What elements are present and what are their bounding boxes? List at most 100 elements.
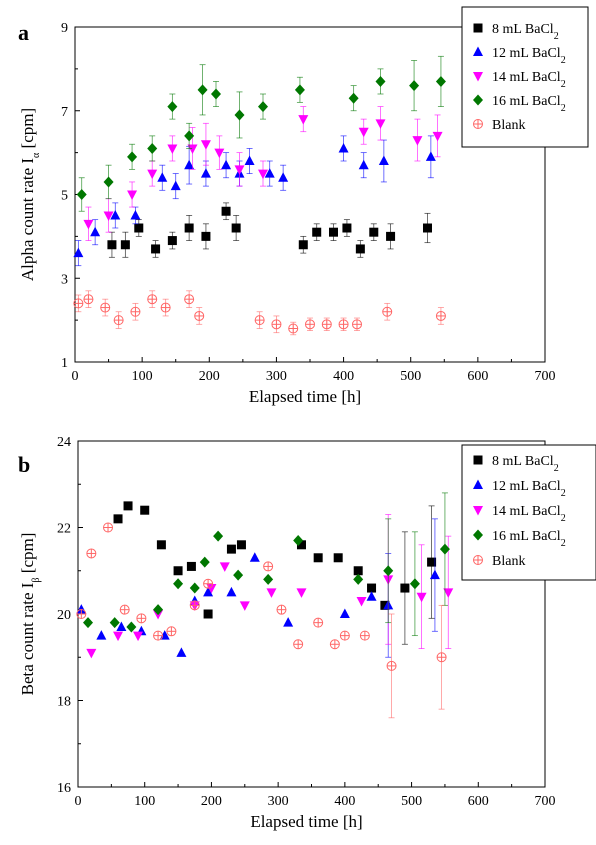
y-tick-label: 1: [61, 356, 68, 371]
data-point: [258, 101, 268, 113]
data-point: [432, 131, 443, 142]
data-point: [211, 88, 221, 100]
data-point: [167, 144, 178, 154]
data-point: [348, 92, 359, 104]
data-point: [425, 151, 436, 161]
series-triangle-up: [73, 135, 436, 267]
data-point: [130, 306, 141, 317]
x-tick-label: 0: [75, 794, 82, 809]
data-point: [366, 591, 377, 601]
data-point: [263, 573, 274, 585]
data-point: [429, 569, 440, 580]
legend-marker: [473, 119, 483, 129]
data-point: [236, 540, 246, 550]
data-point: [160, 302, 171, 313]
data-point: [103, 522, 114, 533]
legend-marker: [473, 455, 483, 465]
legend-item: 8 mL BaCl2: [473, 22, 559, 42]
y-tick-label: 20: [57, 608, 71, 623]
x-tick-label: 500: [401, 794, 422, 809]
series-triangle-up: [76, 518, 440, 658]
data-point: [409, 80, 420, 92]
data-point: [226, 586, 237, 597]
legend-label: 8 mL BaCl2: [492, 22, 559, 42]
data-point: [244, 155, 255, 165]
x-tick-label: 700: [535, 794, 556, 809]
data-point: [221, 159, 232, 170]
data-point: [386, 660, 397, 671]
x-tick-label: 200: [199, 369, 220, 384]
data-point: [329, 639, 340, 650]
data-point: [264, 168, 275, 178]
data-point: [186, 561, 196, 571]
data-point: [313, 553, 323, 563]
data-point: [76, 189, 87, 200]
data-point: [103, 176, 114, 188]
data-point: [147, 142, 158, 154]
legend-label: 14 mL BaCl2: [492, 504, 566, 524]
data-point: [338, 319, 349, 330]
data-point: [416, 592, 427, 603]
data-point: [107, 240, 117, 250]
legend-marker: [473, 506, 483, 516]
data-point: [86, 648, 97, 659]
data-point: [96, 630, 107, 640]
data-point: [120, 240, 130, 250]
series-circle-cross: [73, 290, 446, 336]
data-point: [76, 609, 87, 619]
data-point: [127, 190, 138, 200]
data-point: [375, 119, 386, 129]
data-point: [219, 562, 230, 572]
legend-label: 8 mL BaCl2: [492, 454, 559, 474]
data-point: [184, 294, 195, 305]
legend-box: [461, 444, 596, 581]
data-point: [358, 127, 369, 138]
data-point: [113, 514, 123, 524]
x-tick-label: 600: [467, 369, 488, 384]
data-point: [254, 315, 265, 326]
data-point: [199, 556, 210, 568]
data-point: [427, 557, 437, 567]
data-point: [439, 543, 450, 555]
x-tick-label: 0: [72, 369, 79, 384]
data-point: [353, 566, 363, 576]
legend-box: [461, 6, 589, 148]
data-point: [436, 652, 447, 663]
data-point: [157, 172, 168, 182]
legend-item: Blank: [473, 118, 525, 133]
data-point: [90, 226, 101, 237]
x-tick-label: 100: [132, 369, 153, 384]
data-point: [133, 631, 144, 642]
legend-label: 12 mL BaCl2: [492, 479, 566, 499]
data-point: [313, 617, 324, 628]
data-point: [283, 617, 294, 627]
data-point: [203, 586, 214, 597]
data-point: [342, 223, 352, 233]
legend-marker: [473, 555, 483, 565]
data-point: [200, 140, 211, 150]
legend-item: 12 mL BaCl2: [473, 479, 566, 499]
data-point: [339, 630, 350, 641]
data-point: [221, 206, 231, 216]
data-point: [383, 565, 394, 577]
data-point: [184, 223, 194, 233]
chart-panel-a: a 0 100 200 300 400 500 600 700 1 3 5 7 9 Elapsed time…: [18, 6, 589, 406]
data-point: [412, 136, 423, 146]
data-point: [136, 613, 147, 624]
x-axis-title: Elapsed time [h]: [249, 387, 361, 406]
data-point: [443, 588, 454, 598]
series-diamond: [83, 492, 450, 637]
data-point: [234, 109, 245, 121]
x-tick-label: 400: [333, 369, 354, 384]
y-tick-label: 7: [61, 105, 68, 120]
data-point: [130, 209, 141, 220]
data-point: [113, 315, 124, 326]
data-point: [123, 501, 133, 511]
data-point: [201, 231, 211, 241]
data-point: [153, 630, 164, 641]
data-point: [151, 244, 161, 254]
data-point: [339, 608, 350, 618]
panel-letter: b: [18, 452, 30, 477]
data-point: [194, 310, 205, 321]
